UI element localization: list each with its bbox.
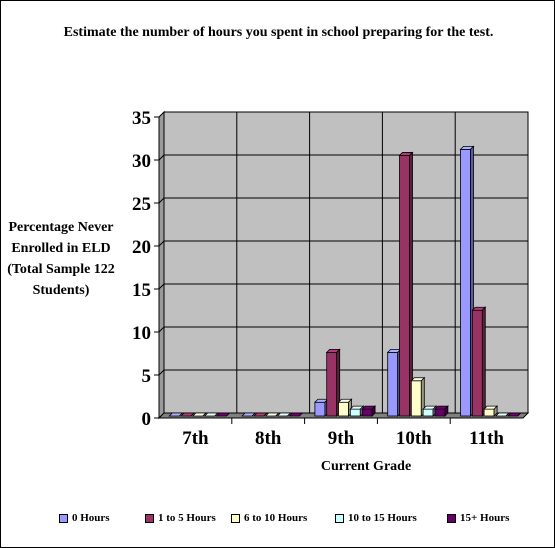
legend-item: 0 Hours — [59, 509, 110, 527]
chart-title: Estimate the number of hours you spent i… — [63, 25, 494, 40]
legend-label: 1 to 5 Hours — [158, 512, 216, 524]
bar — [459, 145, 475, 417]
x-tick-label: 9th — [328, 428, 355, 449]
legend-label: 0 Hours — [72, 512, 110, 524]
bar — [168, 412, 184, 417]
legend-label: 6 to 10 Hours — [244, 512, 308, 524]
bar — [422, 405, 438, 417]
gridline-side — [158, 240, 165, 247]
bar — [361, 405, 377, 417]
bar — [386, 348, 402, 417]
bar — [349, 405, 365, 417]
bar — [215, 412, 231, 417]
y-tick-label: 20 — [132, 237, 151, 258]
bar — [180, 412, 196, 417]
bar — [494, 412, 510, 417]
y-tick-label: 15 — [132, 280, 151, 301]
legend-swatch — [145, 513, 154, 523]
chart-legend: 0 Hours 1 to 5 Hours 6 to 10 Hours 10 to 15… — [59, 509, 539, 527]
bar — [252, 412, 268, 417]
bar — [203, 412, 219, 417]
bar — [313, 398, 329, 417]
legend-label: 10 to 15 Hours — [348, 512, 417, 524]
y-tick-label: 5 — [142, 366, 152, 387]
bar — [506, 412, 522, 417]
gridline-side — [158, 154, 165, 161]
y-tick-label: 30 — [132, 151, 151, 172]
bar — [191, 412, 207, 417]
y-tick-label: 35 — [132, 108, 151, 129]
legend-label: 15+ Hours — [460, 512, 510, 524]
legend-item: 6 to 10 Hours — [231, 509, 307, 527]
bar — [398, 151, 414, 417]
y-axis-label: Percentage Never Enrolled in ELD (Total … — [7, 220, 115, 298]
x-tick-label: 8th — [255, 428, 282, 449]
bar — [288, 412, 304, 417]
bar — [325, 348, 341, 417]
legend-swatch — [231, 513, 240, 523]
y-tick-label: 10 — [132, 323, 151, 344]
legend-item: 1 to 5 Hours — [145, 509, 216, 527]
x-tick-label: 11th — [469, 428, 504, 449]
legend-swatch — [335, 513, 344, 523]
gridline-side — [158, 197, 165, 204]
y-tick-label: 0 — [142, 409, 152, 430]
x-tick-label: 7th — [182, 428, 209, 449]
bar — [471, 306, 487, 417]
legend-item: 10 to 15 Hours — [335, 509, 417, 527]
gridline-side — [158, 326, 165, 333]
bar — [264, 412, 280, 417]
bar — [433, 405, 449, 417]
legend-swatch — [447, 513, 456, 523]
bar — [276, 412, 292, 417]
bar — [337, 398, 353, 417]
legend-item: 15+ Hours — [447, 509, 509, 527]
x-tick-label: 10th — [396, 428, 432, 449]
legend-swatch — [59, 513, 68, 523]
gridline-side — [158, 369, 165, 376]
bar — [483, 405, 499, 417]
bar — [241, 412, 257, 417]
gridline-side — [158, 283, 165, 290]
y-tick-label: 25 — [132, 194, 151, 215]
bar — [410, 376, 426, 417]
x-axis-label: Current Grade — [321, 459, 411, 474]
